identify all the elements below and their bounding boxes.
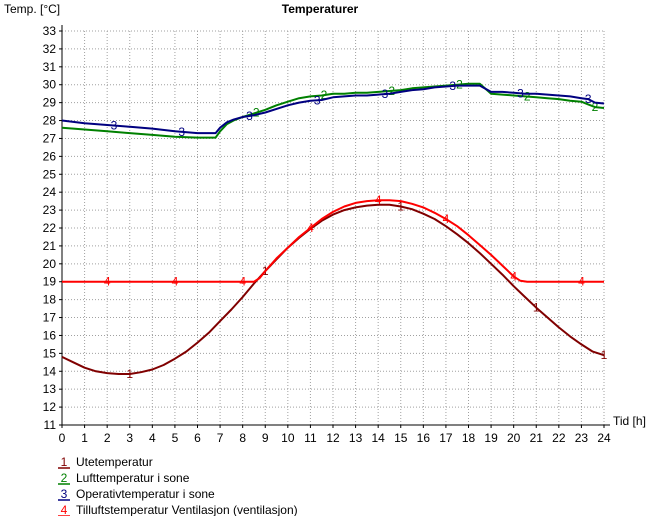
series-marker-1: 1: [533, 301, 540, 315]
series-line-3: [61, 84, 605, 135]
y-tick-label: 25: [43, 167, 57, 181]
legend-label-2: Lufttemperatur i sone: [76, 471, 190, 485]
series-marker-4: 4: [172, 275, 179, 289]
x-tick-label: 2: [104, 431, 111, 445]
legend-label-1: Utetemperatur: [76, 455, 153, 469]
x-tick-label: 19: [484, 431, 498, 445]
x-tick-label: 8: [239, 431, 246, 445]
series-marker-3: 3: [314, 93, 321, 107]
series-marker-3: 3: [382, 87, 389, 101]
series-marker-3: 3: [517, 86, 524, 100]
x-tick-label: 22: [552, 431, 566, 445]
y-tick-label: 30: [43, 78, 57, 92]
y-axis-label: Temp. [°C]: [4, 2, 60, 16]
series-marker-4: 4: [578, 275, 585, 289]
x-tick-label: 14: [371, 431, 385, 445]
y-tick-label: 28: [43, 114, 57, 128]
y-tick-label: 12: [43, 400, 57, 414]
legend-marker-3: 3: [61, 487, 68, 501]
y-tick-label: 13: [43, 382, 57, 396]
y-tick-label: 14: [43, 364, 57, 378]
series-marker-2: 2: [253, 106, 260, 120]
x-tick-label: 17: [439, 431, 453, 445]
series-marker-3: 3: [111, 119, 118, 133]
series-marker-4: 4: [104, 275, 111, 289]
y-tick-label: 16: [43, 328, 57, 342]
grid: [62, 30, 605, 425]
y-tick-label: 23: [43, 203, 57, 217]
y-tick-label: 31: [43, 60, 57, 74]
y-tick-label: 32: [43, 42, 57, 56]
x-tick-label: 11: [304, 431, 317, 445]
series-marker-4: 4: [375, 193, 382, 207]
x-tick-label: 13: [349, 431, 363, 445]
legend-label-3: Operativtemperatur i sone: [76, 487, 215, 501]
y-tick-label: 24: [43, 185, 57, 199]
series-marker-1: 1: [397, 200, 404, 214]
x-tick-label: 0: [59, 431, 66, 445]
y-tick-label: 33: [43, 24, 57, 38]
series-marker-2: 2: [388, 84, 395, 98]
y-tick-label: 19: [43, 275, 57, 289]
series-marker-2: 2: [456, 78, 463, 92]
legend-label-4: Tilluftstemperatur Ventilasjon (ventilas…: [76, 503, 298, 516]
x-tick-label: 18: [462, 431, 476, 445]
x-tick-label: 12: [326, 431, 340, 445]
x-tick-label: 23: [575, 431, 589, 445]
legend: 1 Utetemperatur 2 Lufttemperatur i sone 3 Ope…: [58, 455, 298, 516]
series-marker-1: 1: [126, 367, 133, 381]
axes: [61, 25, 610, 426]
x-tick-label: 3: [126, 431, 133, 445]
series-line-2: [61, 82, 605, 139]
x-tick-label: 5: [172, 431, 179, 445]
series-marker-4: 4: [239, 275, 246, 289]
y-tick-label: 17: [43, 311, 57, 325]
x-tick-label: 15: [394, 431, 408, 445]
y-tick-label: 26: [43, 149, 57, 163]
series-marker-4: 4: [510, 269, 517, 283]
series-marker-2: 2: [524, 90, 531, 104]
x-tick-label: 4: [149, 431, 156, 445]
y-tick-label: 27: [43, 131, 57, 145]
x-tick-label: 21: [530, 431, 544, 445]
x-tick-label: 16: [417, 431, 431, 445]
y-tick-label: 21: [43, 239, 57, 253]
x-tick-label: 24: [597, 431, 611, 445]
x-tick-label: 9: [262, 431, 269, 445]
series-marker-2: 2: [321, 88, 328, 102]
series-marker-4: 4: [443, 212, 450, 226]
series-marker-3: 3: [246, 109, 253, 123]
series-line-1: [61, 203, 605, 375]
legend-marker-4: 4: [61, 503, 68, 516]
x-tick-label: 6: [194, 431, 201, 445]
y-tick-label: 29: [43, 96, 57, 110]
x-ticks: 0 1 2 3 4 5 6 7 8 9 10 11 12 13 14 15 16 17 18 19 20 21 22 23 24: [59, 425, 611, 445]
x-axis-label: Tid [h]: [613, 414, 646, 428]
y-ticks: 11 12 13 14 15 16 17 18 19 20 21 22 23 24 25 26 27 28 29 30…: [43, 24, 62, 432]
y-tick-label: 11: [44, 418, 57, 432]
x-tick-label: 10: [281, 431, 295, 445]
y-tick-label: 18: [43, 293, 57, 307]
series-marker-3: 3: [178, 125, 185, 139]
series-line-4: [62, 199, 604, 283]
x-tick-label: 7: [217, 431, 224, 445]
y-tick-label: 22: [43, 221, 57, 235]
chart-title: Temperaturer: [282, 2, 359, 16]
legend-marker-1: 1: [61, 455, 68, 469]
series-marker-1: 1: [601, 348, 608, 362]
series-marker-3: 3: [449, 79, 456, 93]
series-marker-3: 3: [585, 92, 592, 106]
series-marker-4: 4: [307, 221, 314, 235]
y-tick-label: 15: [43, 346, 57, 360]
x-tick-label: 20: [507, 431, 521, 445]
x-tick-label: 1: [81, 431, 88, 445]
series-marker-2: 2: [592, 100, 599, 114]
legend-marker-2: 2: [61, 471, 68, 485]
y-tick-label: 20: [43, 257, 57, 271]
